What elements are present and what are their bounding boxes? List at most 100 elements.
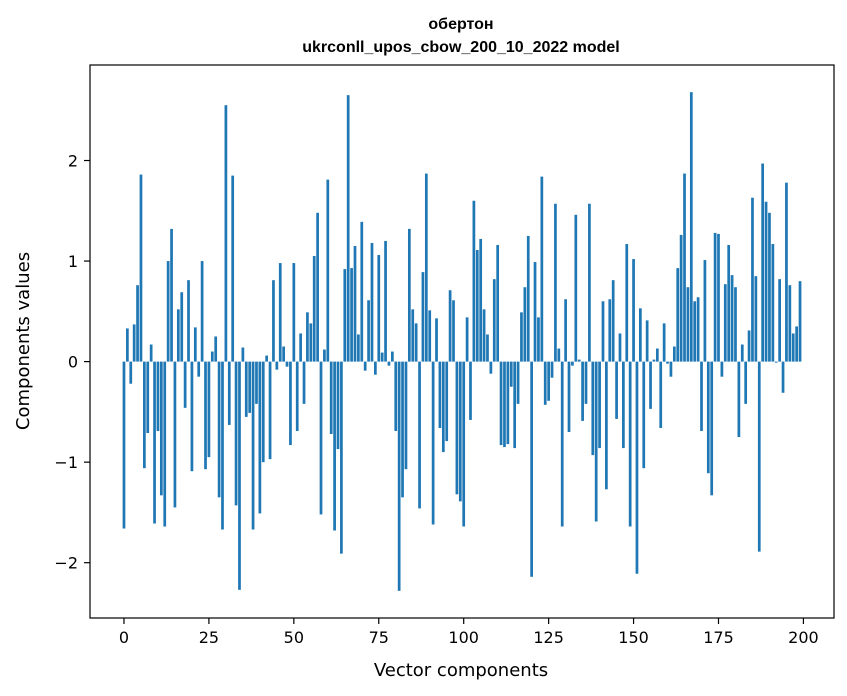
bar xyxy=(200,261,204,362)
bar xyxy=(683,173,686,362)
bar xyxy=(645,320,649,362)
bar xyxy=(547,361,550,401)
bar xyxy=(166,261,170,362)
bar xyxy=(462,361,466,527)
x-tick-label: 25 xyxy=(199,628,219,647)
bar xyxy=(261,361,265,463)
bar xyxy=(785,182,788,362)
bar xyxy=(285,361,289,367)
bar xyxy=(248,361,252,413)
bar xyxy=(126,328,129,362)
bar xyxy=(747,330,751,362)
bar xyxy=(367,300,370,362)
bar xyxy=(275,361,279,370)
bar xyxy=(679,234,683,362)
x-tick-label: 100 xyxy=(448,628,479,647)
bar xyxy=(204,361,207,470)
bar xyxy=(730,275,734,362)
bar xyxy=(567,361,571,432)
bar xyxy=(768,212,771,362)
bar xyxy=(231,175,235,362)
y-tick-label: 2 xyxy=(68,152,78,171)
bar xyxy=(414,323,418,362)
bar xyxy=(227,361,231,425)
bar xyxy=(265,355,269,362)
bar xyxy=(343,269,347,362)
bar xyxy=(611,280,615,362)
bar xyxy=(788,285,792,362)
bar xyxy=(642,361,646,469)
bar xyxy=(506,361,510,445)
bar xyxy=(312,256,316,362)
bar xyxy=(622,361,625,449)
bar xyxy=(458,361,462,502)
bar xyxy=(577,359,581,362)
bar xyxy=(394,361,398,431)
bar xyxy=(340,361,343,554)
bar xyxy=(323,349,326,362)
bar xyxy=(241,347,245,362)
bar xyxy=(554,203,557,362)
bar xyxy=(374,361,377,375)
bar xyxy=(751,197,754,362)
bar xyxy=(197,361,201,377)
bar xyxy=(132,324,136,362)
bar xyxy=(727,244,731,362)
bar xyxy=(428,310,432,362)
bar xyxy=(693,301,697,362)
bar xyxy=(272,280,275,362)
x-tick-label: 50 xyxy=(284,628,304,647)
bar xyxy=(662,323,666,362)
bar xyxy=(278,263,282,362)
bar xyxy=(370,242,374,362)
bar xyxy=(581,361,584,421)
bar xyxy=(757,361,761,552)
bar xyxy=(391,351,394,362)
bar xyxy=(723,284,727,362)
bar xyxy=(380,352,384,362)
bar xyxy=(543,361,547,405)
bar xyxy=(387,361,391,366)
bar xyxy=(435,318,438,362)
bar xyxy=(689,92,693,362)
bar xyxy=(655,348,659,362)
bar xyxy=(401,361,404,498)
bar xyxy=(781,361,785,393)
bar xyxy=(706,361,710,474)
bar xyxy=(628,361,632,527)
bar xyxy=(710,361,714,496)
bar xyxy=(350,268,353,362)
bar xyxy=(139,174,143,362)
bar xyxy=(608,299,612,362)
bar xyxy=(520,312,523,362)
bar xyxy=(740,344,744,362)
bar xyxy=(499,361,503,446)
y-axis-label: Components values xyxy=(13,252,34,430)
bar xyxy=(431,361,435,525)
bar xyxy=(564,299,567,362)
bar xyxy=(424,173,428,362)
bar xyxy=(143,361,146,469)
bar xyxy=(605,361,608,490)
x-tick-label: 0 xyxy=(119,628,129,647)
bar xyxy=(316,212,319,362)
bar xyxy=(486,334,489,362)
bar xyxy=(798,281,802,362)
bar xyxy=(744,361,748,404)
bar xyxy=(652,359,656,362)
bar xyxy=(163,361,167,527)
bar xyxy=(448,290,452,362)
bar xyxy=(153,361,156,524)
bar xyxy=(588,203,591,362)
bar xyxy=(615,361,618,419)
bar xyxy=(632,259,635,362)
bar xyxy=(146,361,150,433)
bar xyxy=(289,361,292,446)
bar xyxy=(445,361,449,442)
bar xyxy=(302,361,306,404)
bar xyxy=(309,323,313,362)
bar xyxy=(421,272,425,362)
bar xyxy=(465,317,469,362)
x-axis-ticks: 0 25 50 75 100 125 150 175 200 xyxy=(119,618,819,647)
bar xyxy=(221,361,224,530)
